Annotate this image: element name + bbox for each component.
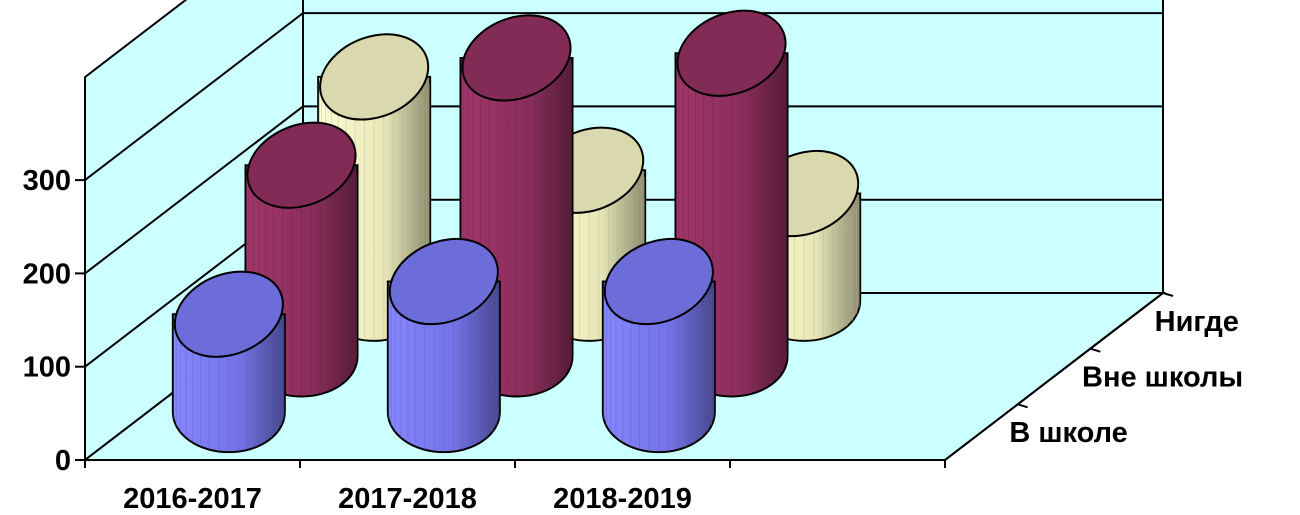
bar <box>459 14 574 398</box>
x-tick-label: 2017-2018 <box>338 483 477 515</box>
y-tick-label: 200 <box>23 258 71 290</box>
bar-top <box>676 9 787 97</box>
y-tick-label: 100 <box>23 352 71 384</box>
y-tick-label: 300 <box>23 165 71 197</box>
bar-top <box>388 237 499 326</box>
depth-axis <box>944 292 1164 461</box>
gridline <box>84 12 1163 181</box>
chart-labels: 0 100 200 300 2016-2017 2017-2018 2018-2019 В ш… <box>23 165 1244 515</box>
x-tick-label: 2018-2019 <box>553 483 692 515</box>
chart-axes <box>75 179 1174 468</box>
bar-top <box>319 33 430 121</box>
series-tick-mark <box>1090 347 1101 353</box>
bar <box>171 270 286 454</box>
series-tick-mark <box>1017 403 1028 409</box>
chart-bars <box>171 9 862 454</box>
series-label: В школе <box>1009 417 1127 449</box>
bar-top <box>461 14 572 102</box>
bar-top <box>173 270 284 358</box>
y-tick-label: 0 <box>55 445 71 477</box>
series-tick-mark <box>1162 292 1174 297</box>
x-tick-label: 2016-2017 <box>123 483 262 515</box>
bar-top <box>246 121 357 209</box>
bar <box>601 237 716 454</box>
series-label: Вне школы <box>1082 362 1243 394</box>
bar <box>386 237 501 454</box>
gridline <box>84 105 1163 275</box>
series-label: Нигде <box>1155 306 1239 338</box>
bar-top <box>603 237 714 326</box>
